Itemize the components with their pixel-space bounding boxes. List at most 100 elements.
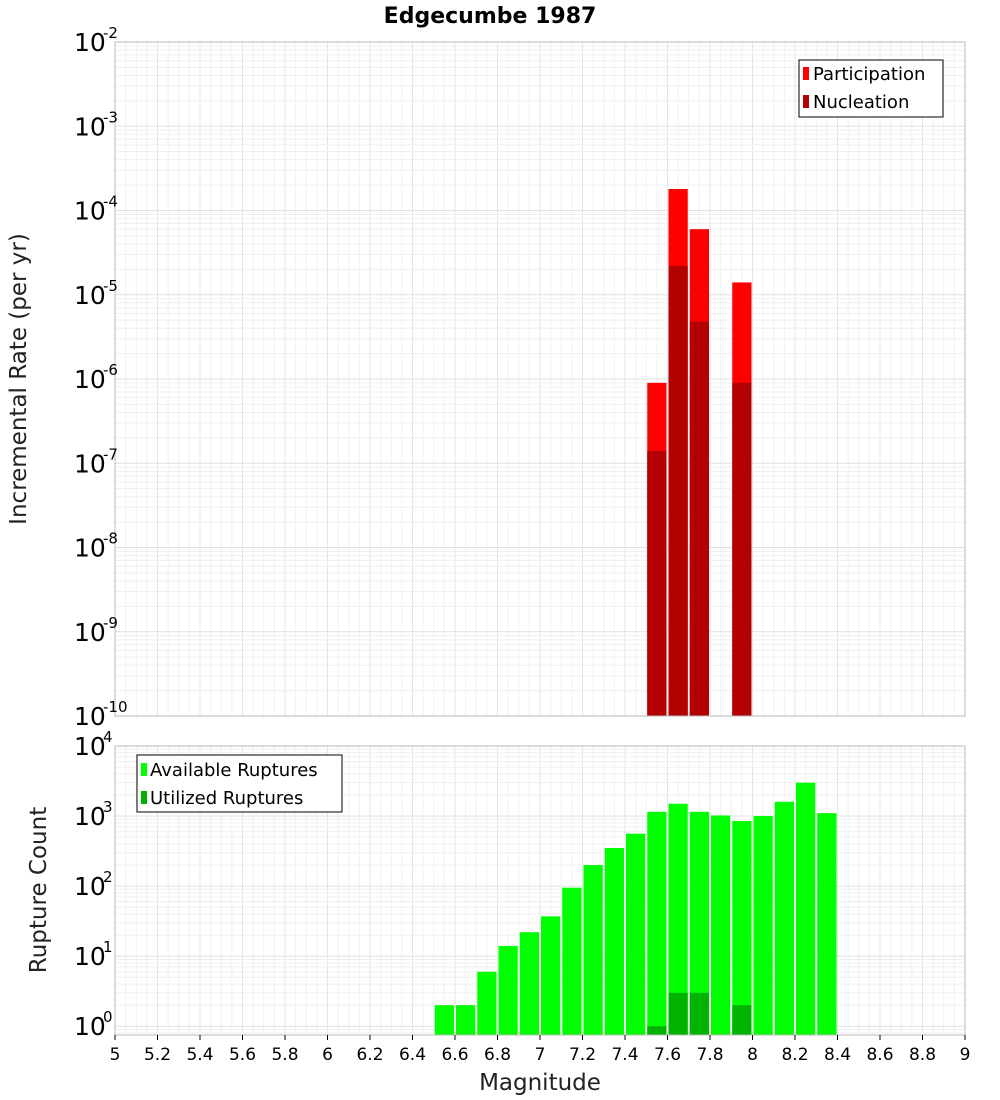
legend-swatch-participation (803, 67, 809, 80)
y-tick-label: 10 (74, 281, 106, 310)
y-tick-label: 10 (74, 942, 106, 971)
y-tick-exponent: -9 (103, 614, 118, 632)
bar-available-ruptures (753, 816, 773, 1035)
x-tick-label: 8.2 (781, 1045, 808, 1065)
bar-available-ruptures (711, 815, 731, 1035)
top-legend: Participation Nucleation (798, 59, 944, 118)
bar-utilized-ruptures (647, 1026, 667, 1035)
x-tick-label: 5 (110, 1045, 121, 1065)
bar-nucleation (668, 265, 688, 716)
bar-available-ruptures (689, 811, 709, 1035)
y-tick-exponent: -6 (103, 361, 118, 379)
bar-nucleation (689, 321, 709, 716)
bar-utilized-ruptures (668, 992, 688, 1035)
bottom-x-ticks: 5 5.2 5.4 5.6 5.8 6 6.2 6.4 6.6 6.8 7 7.2 7.4 7.6 7.8 8… (110, 1035, 971, 1065)
bar-utilized-ruptures (689, 992, 709, 1035)
bar-available-ruptures (498, 945, 518, 1035)
x-tick-label: 6.2 (356, 1045, 383, 1065)
y-tick-label: 10 (74, 197, 106, 226)
x-tick-label: 6.6 (441, 1045, 468, 1065)
x-tick-label: 5.8 (271, 1045, 298, 1065)
x-axis-label: Magnitude (479, 1070, 601, 1096)
x-tick-label: 5.2 (144, 1045, 171, 1065)
bar-available-ruptures (434, 1005, 454, 1035)
y-tick-label: 10 (74, 872, 106, 901)
y-tick-label: 10 (74, 618, 106, 647)
x-tick-label: 7.6 (654, 1045, 681, 1065)
bar-available-ruptures (519, 932, 539, 1035)
y-tick-label: 10 (74, 449, 106, 478)
y-tick-exponent: 0 (103, 1008, 113, 1026)
legend-label-nucleation: Nucleation (813, 92, 909, 113)
y-tick-label: 10 (74, 534, 106, 563)
x-tick-label: 8.4 (824, 1045, 851, 1065)
y-tick-exponent: 2 (103, 868, 113, 886)
bottom-legend: Available Ruptures Utilized Ruptures (136, 754, 343, 813)
y-tick-exponent: 1 (103, 938, 113, 956)
y-tick-exponent: -3 (103, 108, 118, 126)
x-tick-label: 8 (747, 1045, 758, 1065)
bar-available-ruptures (456, 1005, 476, 1035)
y-tick-label: 10 (74, 702, 106, 731)
bar-available-ruptures (732, 821, 752, 1035)
top-y-axis-label: Incremental Rate (per yr) (6, 233, 32, 525)
y-tick-exponent: -10 (103, 698, 128, 716)
bar-available-ruptures (774, 801, 794, 1035)
x-tick-label: 8.8 (909, 1045, 936, 1065)
bar-available-ruptures (668, 803, 688, 1035)
top-legend-box (798, 59, 944, 118)
y-tick-label: 10 (74, 112, 106, 141)
bar-available-ruptures (604, 848, 624, 1035)
bar-available-ruptures (583, 865, 603, 1035)
y-tick-exponent: -7 (103, 445, 118, 463)
x-tick-label: 7.8 (696, 1045, 723, 1065)
x-tick-label: 7 (535, 1045, 546, 1065)
legend-label-utilized-ruptures: Utilized Ruptures (150, 788, 303, 809)
x-tick-label: 5.4 (186, 1045, 213, 1065)
y-tick-label: 10 (74, 732, 106, 761)
x-tick-label: 5.6 (229, 1045, 256, 1065)
bar-available-ruptures (796, 782, 816, 1035)
legend-swatch-available-ruptures (141, 763, 147, 776)
legend-label-participation: Participation (813, 64, 925, 85)
x-tick-label: 6.4 (399, 1045, 426, 1065)
legend-swatch-utilized-ruptures (141, 791, 147, 804)
y-tick-exponent: -2 (103, 24, 118, 42)
bar-available-ruptures (817, 813, 837, 1035)
x-tick-label: 8.6 (866, 1045, 893, 1065)
x-tick-label: 7.2 (569, 1045, 596, 1065)
bottom-bars (434, 782, 837, 1035)
chart-title: Edgecumbe 1987 (384, 4, 597, 29)
bar-available-ruptures (541, 916, 561, 1035)
top-plot-frame (114, 41, 966, 717)
bar-available-ruptures (626, 833, 646, 1035)
y-tick-label: 10 (74, 802, 106, 831)
legend-label-available-ruptures: Available Ruptures (150, 760, 318, 781)
top-grid (114, 42, 966, 717)
y-tick-label: 10 (74, 365, 106, 394)
bottom-legend-box (136, 754, 343, 813)
x-tick-label: 7.4 (611, 1045, 638, 1065)
bar-nucleation (647, 450, 667, 716)
y-tick-exponent: -8 (103, 530, 118, 548)
legend-swatch-nucleation (803, 95, 809, 108)
y-tick-exponent: -4 (103, 193, 118, 211)
bar-available-ruptures (477, 971, 497, 1035)
y-tick-exponent: 3 (103, 798, 113, 816)
y-tick-exponent: 4 (103, 728, 113, 746)
bottom-y-axis-label: Rupture Count (26, 807, 52, 973)
y-tick-label: 10 (74, 28, 106, 57)
y-tick-label: 10 (74, 1012, 106, 1041)
top-bars (647, 188, 752, 717)
x-tick-label: 9 (960, 1045, 971, 1065)
x-tick-label: 6 (322, 1045, 333, 1065)
bar-available-ruptures (647, 811, 667, 1035)
bar-utilized-ruptures (732, 1005, 752, 1035)
y-tick-exponent: -5 (103, 277, 118, 295)
bar-nucleation (732, 382, 752, 716)
